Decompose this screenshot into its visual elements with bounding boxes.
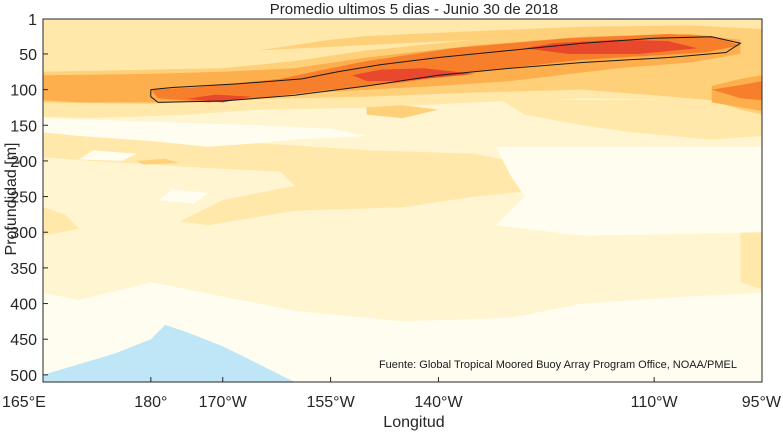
y-tick-label: 450 — [10, 332, 37, 349]
heatmap-region-pale-4 — [496, 146, 762, 236]
heatmap-region-low-patch-2 — [136, 158, 180, 165]
x-axis: 165°E 180° 170°W 155°W 140°W 110°W 95°W — [2, 377, 782, 411]
y-tick-label: 150 — [10, 118, 37, 135]
y-tick-label: 400 — [10, 297, 37, 314]
contour-line — [150, 36, 742, 103]
heatmap-region-upper-tongue — [93, 19, 295, 37]
heatmap-region-white-left — [43, 324, 295, 382]
heatmap-region-hot-spot-1 — [352, 68, 475, 81]
x-tick-label: 180° — [134, 394, 167, 411]
heatmap-region-core-band-upper — [258, 25, 762, 51]
source-note: Fuente: Global Tropical Moored Buoy Arra… — [379, 359, 737, 371]
y-tick-label: 200 — [10, 154, 37, 171]
y-tick-label: 350 — [10, 261, 37, 278]
y-tick-label: 1 — [28, 12, 37, 29]
heatmap-region-lower-left — [43, 207, 79, 236]
x-tick-label: 110°W — [631, 394, 679, 411]
heatmap-region-hot-spot-3 — [186, 94, 252, 103]
x-tick-label: 170°W — [199, 394, 248, 411]
y-tick-label: 250 — [10, 190, 37, 207]
plot-area — [42, 18, 763, 383]
heatmap-region-low-patch — [366, 105, 439, 119]
y-tick-label: 500 — [10, 368, 37, 385]
heatmap-region-mid-lower-right — [496, 96, 762, 140]
heatmap-region-hot-spot-2 — [524, 39, 698, 54]
plot-frame — [42, 18, 763, 383]
heatmap-region-pale-5 — [158, 189, 209, 204]
y-axis-title: Profundidad [m] — [3, 143, 20, 256]
heatmap-region-lower-right-edge — [740, 228, 762, 290]
y-tick-label: 50 — [19, 47, 37, 64]
x-tick-label: 140°W — [414, 394, 463, 411]
heatmap-region-pale-2 — [79, 150, 137, 161]
y-tick-label: 300 — [10, 225, 37, 242]
chart-title: Promedio ultimos 5 dias - Junio 30 de 20… — [270, 1, 559, 18]
x-tick-label: 155°W — [306, 394, 355, 411]
x-axis-title: Longitud — [383, 414, 444, 431]
y-tick-label: 100 — [10, 83, 37, 100]
heatmap-region-pale-1 — [43, 118, 367, 147]
x-tick-label: 95°W — [742, 394, 782, 411]
heatmap-regions — [43, 19, 762, 382]
heatmap-region-mid-lower — [43, 118, 547, 226]
heatmap-region-hot-spot-right — [711, 81, 762, 101]
x-tick-label: 165°E — [2, 394, 46, 411]
